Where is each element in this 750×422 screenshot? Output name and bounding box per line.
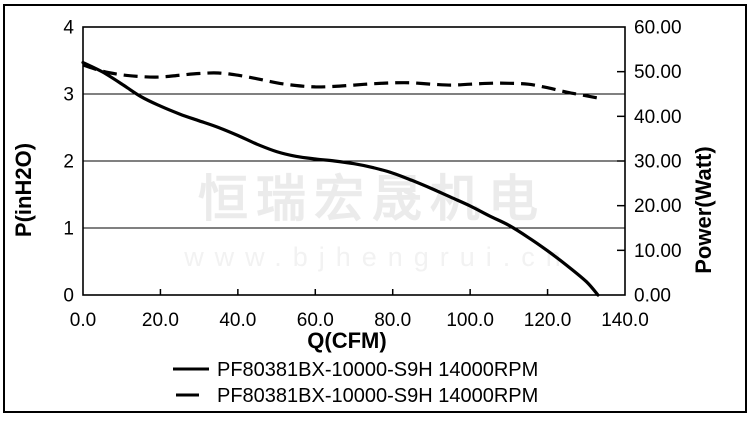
y-left-tick-label: 4 [63,18,74,39]
y-right-tick-label: 50.00 [634,62,682,83]
y-right-tick-label: 20.00 [634,196,682,217]
y-left-tick-label: 1 [63,219,74,240]
x-tick-label: 140.0 [601,310,649,331]
power-curve [82,63,599,100]
y-left-tick-label: 0 [63,286,74,307]
y-left-tick-label: 3 [63,85,74,106]
axis-tick-labels: 0.0 20.0 40.0 60.0 80.0 100.0 120.0 140.0 4 3 2 1 0 6… [63,18,681,332]
x-axis-title: Q(CFM) [307,328,386,353]
y-right-tick-label: 10.00 [634,241,682,262]
y-left-tick-label: 2 [63,152,74,173]
x-tick-label: 100.0 [446,310,494,331]
gridlines [83,93,625,229]
outer-border [3,4,747,413]
legend: PF80381BX-10000-S9H 14000RPM PF80381BX-1… [173,359,538,407]
watermark-company-text: 恒瑞宏晟机电 [198,171,546,227]
x-tick-label: 40.0 [219,310,256,331]
axis-ticks [159,70,625,295]
y-right-tick-label: 60.00 [634,18,682,39]
y-right-tick-label: 40.00 [634,107,682,128]
left-axis-title: P(inH2O) [11,143,36,237]
y-right-tick-label: 30.00 [634,152,682,173]
x-tick-label: 0.0 [70,310,96,331]
legend-label-power: PF80381BX-10000-S9H 14000RPM [217,385,538,407]
x-tick-label: 60.0 [297,310,334,331]
y-right-tick-label: 0.00 [634,286,671,307]
x-tick-label: 80.0 [374,310,411,331]
pressure-curve [81,60,600,297]
x-tick-label: 120.0 [524,310,572,331]
right-axis-title: Power(Watt) [691,146,716,274]
watermark-website-text: www.bjhengrui.cn [183,242,572,272]
x-tick-label: 20.0 [142,310,179,331]
legend-label-pressure: PF80381BX-10000-S9H 14000RPM [217,359,538,381]
